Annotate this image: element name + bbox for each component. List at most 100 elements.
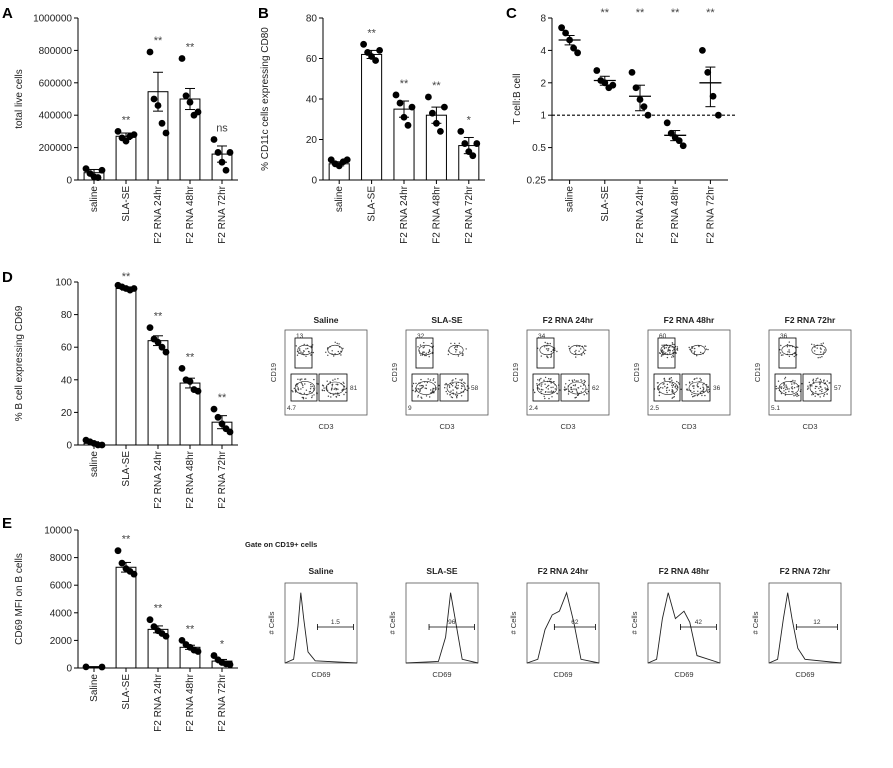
facs-event [784,376,787,379]
facs-event [671,384,673,386]
facs-event [665,352,667,354]
facs-event [668,346,670,348]
facs-event [548,397,550,400]
facs-event [806,388,809,390]
facs-event [412,382,415,385]
facs-event [549,391,551,393]
facs-event [796,386,798,388]
facs-event [331,383,334,385]
category-label: F2 RNA 72hr [464,185,475,243]
facs-event [337,350,339,353]
category-label: F2 RNA 24hr [153,450,164,508]
facs-contour [446,381,466,395]
facs-x-label: CD3 [560,422,575,431]
category-label: SLA-SE [367,186,378,222]
facs-event [689,382,691,384]
facs-event [586,393,588,395]
facs-event [301,396,303,399]
facs-event [428,349,431,351]
facs-event [691,393,693,396]
facs-event [551,396,553,398]
facs-event [567,393,570,395]
facs-event [550,356,552,358]
facs-event [559,389,561,391]
gate-value: 4.7 [287,405,296,412]
data-point [186,378,194,385]
facs-event [660,355,663,357]
facs-event [793,383,795,385]
facs-y-label: CD19 [753,363,762,382]
facs-event [582,384,585,386]
facs-event [465,348,467,350]
facs-event [819,383,821,385]
facs-event [426,381,429,384]
facs-event [797,346,799,348]
facs-event [577,394,579,396]
facs-event [412,389,414,392]
gate-value: 32 [417,333,425,340]
facs-event [419,390,421,393]
data-point [566,36,573,44]
facs-contour [690,344,706,356]
data-point [146,48,154,56]
histogram-y-label: # Cells [630,611,639,634]
facs-event [321,389,323,391]
facs-event [819,389,821,392]
facs-event [696,386,699,388]
panel-letter-a: A [2,5,13,22]
facs-event [662,387,664,389]
facs-event [814,346,816,348]
data-point [408,103,416,111]
facs-event [296,385,298,387]
bar [115,566,137,669]
facs-event [784,378,786,380]
facs-event [822,342,824,344]
facs-event [807,385,809,387]
data-point [82,165,90,173]
category-label: F2 RNA 72hr [705,185,716,243]
facs-event [812,378,815,380]
facs-event [423,351,425,353]
facs-event [663,378,665,380]
facs-event [823,395,825,397]
facs-event [791,386,793,388]
facs-event [703,387,705,389]
facs-event [693,387,695,389]
facs-event [310,354,312,356]
facs-event [544,397,546,400]
chart-total-live-cells: 0 200000 400000 600000 800000 1000000 total li… [14,14,238,244]
gate-value: 81 [350,385,358,392]
facs-event [815,391,817,393]
facs-event [428,350,431,352]
facs-event [444,387,446,389]
facs-event [425,384,427,386]
data-point [640,103,648,111]
facs-event [419,344,422,346]
histogram-frame [284,582,358,664]
category-label: F2 RNA 24hr [153,673,164,731]
facs-event [572,380,574,383]
facs-contour [567,381,587,395]
histogram-curve [526,591,600,664]
facs-event [325,351,327,353]
facs-frame [768,329,852,416]
facs-event [423,346,425,348]
data-point [222,166,230,174]
y-tick-label: 60 [61,343,73,354]
facs-event [671,389,673,391]
facs-event [536,383,538,385]
facs-event [317,383,319,385]
facs-event [820,380,822,382]
y-tick-label: 400000 [39,111,73,122]
data-point [154,338,162,346]
facs-event [446,383,448,386]
facs-event [545,387,547,389]
y-tick-label: 1000000 [33,14,72,25]
facs-event [574,351,576,353]
facs-event [334,378,336,380]
histogram-curve [284,592,358,664]
facs-event [333,388,335,390]
facs-event [421,397,423,399]
facs-event [820,343,822,345]
facs-event [788,341,790,343]
